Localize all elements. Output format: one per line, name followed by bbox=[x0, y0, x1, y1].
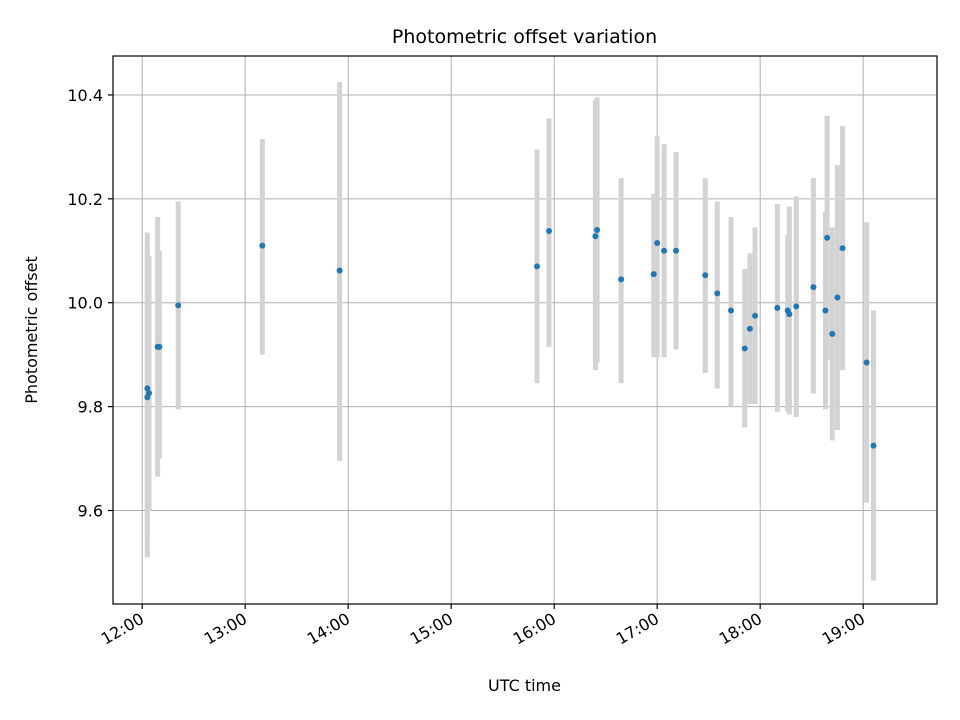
data-point bbox=[870, 442, 877, 449]
data-point bbox=[534, 263, 541, 270]
data-point bbox=[786, 311, 793, 318]
x-axis-label: UTC time bbox=[488, 676, 561, 695]
data-point bbox=[702, 272, 709, 279]
y-tick-label: 10.2 bbox=[67, 190, 103, 209]
data-point bbox=[829, 330, 836, 337]
data-point bbox=[728, 307, 734, 314]
data-point bbox=[336, 267, 343, 274]
data-point bbox=[650, 271, 657, 278]
data-point bbox=[144, 385, 151, 392]
y-tick-label: 10.4 bbox=[67, 86, 103, 105]
data-point bbox=[661, 247, 668, 254]
data-point bbox=[741, 345, 748, 352]
data-point bbox=[746, 325, 753, 332]
data-point bbox=[259, 242, 266, 249]
y-tick-label: 10.0 bbox=[67, 294, 103, 313]
data-point bbox=[146, 390, 153, 397]
data-point bbox=[592, 233, 599, 240]
y-tick-label: 9.8 bbox=[78, 398, 103, 417]
data-point bbox=[156, 343, 163, 350]
data-point bbox=[774, 304, 781, 311]
data-point bbox=[673, 247, 680, 254]
data-points bbox=[144, 227, 877, 449]
y-tick-label: 9.6 bbox=[78, 502, 103, 521]
data-point bbox=[810, 284, 817, 291]
y-axis-ticks: 9.6 9.8 10.0 10.2 10.4 bbox=[67, 86, 113, 521]
chart-title: Photometric offset variation bbox=[392, 26, 657, 48]
data-point bbox=[618, 276, 625, 283]
data-point bbox=[822, 307, 829, 314]
data-point bbox=[594, 227, 601, 234]
data-point bbox=[839, 245, 846, 252]
plot-frame bbox=[112, 55, 938, 605]
data-point bbox=[863, 359, 870, 366]
data-point bbox=[175, 302, 182, 309]
data-point bbox=[546, 228, 553, 235]
data-point bbox=[654, 239, 661, 246]
data-point bbox=[752, 312, 759, 319]
data-point bbox=[714, 290, 721, 297]
data-point bbox=[834, 294, 841, 301]
data-point bbox=[824, 234, 831, 241]
y-axis-label: Photometric offset bbox=[22, 256, 41, 404]
data-point bbox=[793, 303, 800, 310]
